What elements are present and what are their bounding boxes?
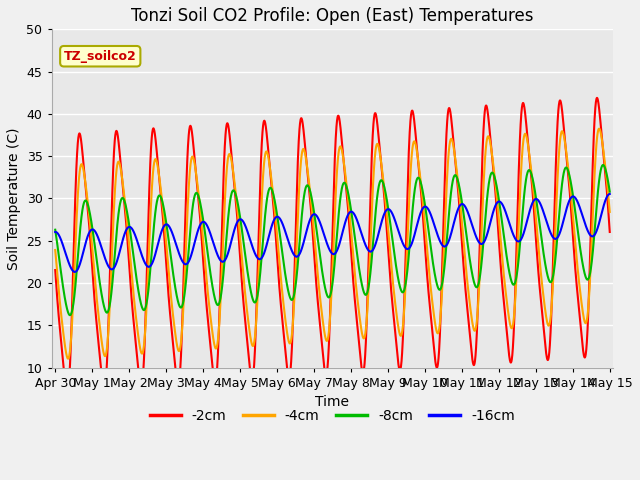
-16cm (595, 220, 603, 226)
-2cm (288, 341, 296, 347)
-2cm (606, 229, 614, 235)
Line: -8cm: -8cm (55, 165, 610, 315)
-16cm (264, 237, 272, 242)
Line: -16cm: -16cm (55, 194, 610, 272)
-4cm (115, 159, 122, 165)
Legend: -2cm, -4cm, -8cm, -16cm: -2cm, -4cm, -8cm, -16cm (145, 403, 520, 429)
-2cm (593, 95, 601, 101)
-2cm (148, 137, 156, 143)
-2cm (595, 107, 603, 112)
-2cm (264, 145, 272, 151)
Text: TZ_soilco2: TZ_soilco2 (64, 50, 136, 63)
-2cm (63, 390, 71, 396)
-16cm (115, 252, 122, 258)
-8cm (66, 312, 74, 318)
-4cm (51, 247, 59, 253)
-16cm (71, 269, 79, 275)
-8cm (536, 219, 543, 225)
Line: -2cm: -2cm (55, 98, 610, 393)
-4cm (288, 330, 296, 336)
-8cm (599, 162, 607, 168)
-4cm (264, 153, 272, 159)
-8cm (264, 190, 272, 196)
-16cm (288, 248, 296, 254)
-16cm (148, 262, 156, 267)
-4cm (64, 356, 72, 361)
-8cm (606, 189, 614, 194)
-8cm (288, 297, 296, 303)
-16cm (536, 199, 543, 205)
-4cm (536, 254, 543, 260)
-4cm (606, 209, 614, 215)
-2cm (536, 280, 543, 286)
-8cm (148, 252, 156, 257)
-4cm (595, 126, 603, 132)
-4cm (595, 126, 603, 132)
-16cm (606, 191, 614, 197)
-16cm (51, 229, 59, 235)
-2cm (115, 140, 122, 145)
Title: Tonzi Soil CO2 Profile: Open (East) Temperatures: Tonzi Soil CO2 Profile: Open (East) Temp… (131, 7, 534, 25)
Y-axis label: Soil Temperature (C): Soil Temperature (C) (7, 127, 21, 270)
-8cm (595, 179, 603, 184)
-2cm (51, 267, 59, 273)
-8cm (115, 210, 122, 216)
-4cm (148, 191, 156, 196)
Line: -4cm: -4cm (55, 129, 610, 359)
-8cm (51, 227, 59, 233)
X-axis label: Time: Time (316, 395, 349, 409)
